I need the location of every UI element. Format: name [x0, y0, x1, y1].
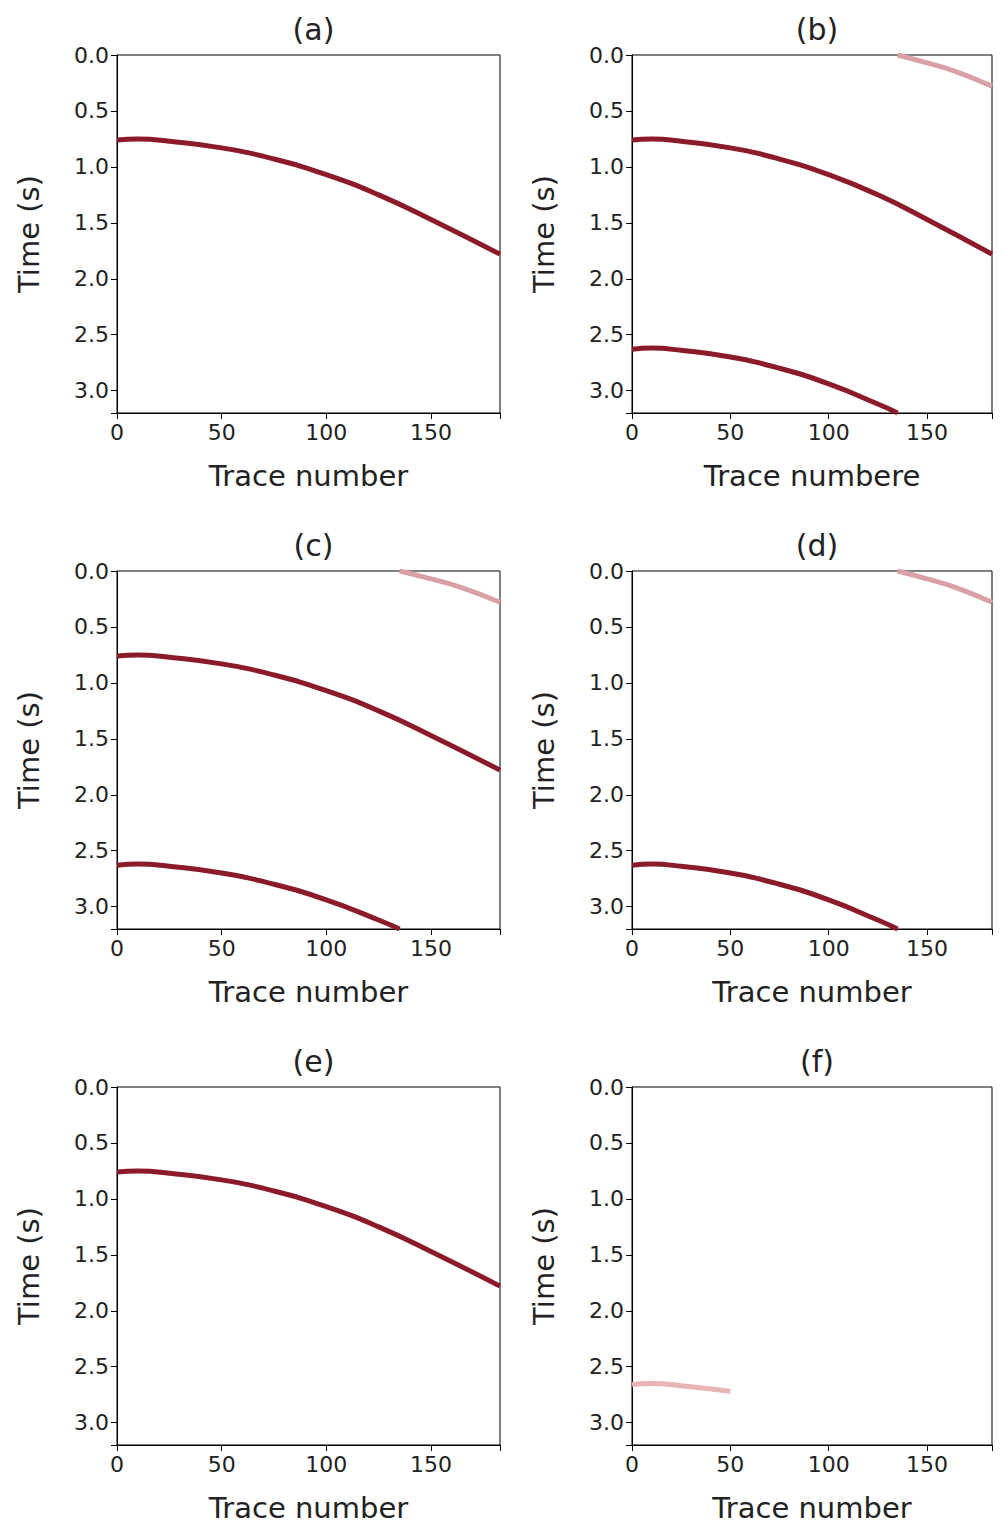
svg-text:1.5: 1.5	[589, 210, 624, 235]
svg-text:1.5: 1.5	[589, 726, 624, 751]
svg-text:2.5: 2.5	[74, 322, 109, 347]
svg-text:100: 100	[808, 420, 850, 445]
svg-text:3.0: 3.0	[74, 894, 109, 919]
svg-text:100: 100	[305, 936, 347, 961]
svg-text:Time (s): Time (s)	[12, 1207, 46, 1326]
svg-text:0.5: 0.5	[589, 1130, 624, 1155]
svg-text:0: 0	[110, 1452, 124, 1477]
svg-text:0.0: 0.0	[589, 43, 624, 68]
svg-text:0.5: 0.5	[74, 614, 109, 639]
svg-text:100: 100	[305, 1452, 347, 1477]
svg-text:3.0: 3.0	[74, 1410, 109, 1435]
svg-text:0.5: 0.5	[589, 614, 624, 639]
svg-text:2.0: 2.0	[74, 782, 109, 807]
svg-text:Time (s): Time (s)	[527, 175, 561, 294]
svg-text:0.0: 0.0	[589, 1075, 624, 1100]
svg-text:1.5: 1.5	[74, 210, 109, 235]
svg-text:0: 0	[110, 936, 124, 961]
svg-text:Time (s): Time (s)	[527, 691, 561, 810]
svg-text:2.0: 2.0	[589, 1298, 624, 1323]
svg-text:(f): (f)	[800, 1044, 834, 1079]
svg-text:0.0: 0.0	[74, 43, 109, 68]
svg-text:1.0: 1.0	[589, 154, 624, 179]
svg-text:2.0: 2.0	[74, 1298, 109, 1323]
svg-text:Trace number: Trace number	[208, 975, 408, 1009]
svg-text:(d): (d)	[796, 528, 838, 563]
svg-text:50: 50	[716, 936, 744, 961]
svg-text:3.0: 3.0	[589, 894, 624, 919]
svg-text:2.0: 2.0	[74, 266, 109, 291]
svg-text:2.5: 2.5	[589, 838, 624, 863]
svg-text:1.0: 1.0	[589, 670, 624, 695]
svg-text:150: 150	[906, 420, 948, 445]
svg-text:0: 0	[110, 420, 124, 445]
svg-text:Time (s): Time (s)	[12, 691, 46, 810]
svg-text:1.0: 1.0	[74, 1186, 109, 1211]
svg-text:2.0: 2.0	[589, 782, 624, 807]
svg-text:(b): (b)	[796, 12, 838, 47]
svg-text:(c): (c)	[294, 528, 334, 563]
svg-text:100: 100	[808, 1452, 850, 1477]
svg-text:(e): (e)	[293, 1044, 335, 1079]
svg-text:Trace number: Trace number	[208, 459, 408, 493]
svg-text:Trace number: Trace number	[208, 1491, 408, 1525]
svg-text:150: 150	[906, 1452, 948, 1477]
svg-text:Time (s): Time (s)	[12, 175, 46, 294]
svg-text:0: 0	[625, 1452, 639, 1477]
svg-text:1.0: 1.0	[74, 670, 109, 695]
svg-text:150: 150	[410, 1452, 452, 1477]
svg-text:1.5: 1.5	[589, 1242, 624, 1267]
svg-text:50: 50	[716, 420, 744, 445]
svg-text:1.5: 1.5	[74, 726, 109, 751]
svg-text:2.5: 2.5	[589, 322, 624, 347]
svg-text:Trace numbere: Trace numbere	[703, 459, 921, 493]
svg-text:100: 100	[808, 936, 850, 961]
svg-text:1.0: 1.0	[74, 154, 109, 179]
svg-text:50: 50	[208, 936, 236, 961]
svg-text:0.5: 0.5	[74, 1130, 109, 1155]
svg-text:0: 0	[625, 936, 639, 961]
svg-text:150: 150	[410, 936, 452, 961]
svg-text:0.5: 0.5	[589, 98, 624, 123]
svg-text:3.0: 3.0	[589, 1410, 624, 1435]
svg-text:Time (s): Time (s)	[527, 1207, 561, 1326]
svg-text:50: 50	[208, 420, 236, 445]
svg-text:Trace number: Trace number	[711, 975, 911, 1009]
svg-text:3.0: 3.0	[74, 378, 109, 403]
svg-text:0: 0	[625, 420, 639, 445]
svg-text:1.5: 1.5	[74, 1242, 109, 1267]
svg-text:2.5: 2.5	[74, 1354, 109, 1379]
svg-text:50: 50	[208, 1452, 236, 1477]
svg-text:0.0: 0.0	[74, 1075, 109, 1100]
svg-text:0.5: 0.5	[74, 98, 109, 123]
svg-text:0.0: 0.0	[589, 559, 624, 584]
svg-text:2.5: 2.5	[589, 1354, 624, 1379]
svg-text:0.0: 0.0	[74, 559, 109, 584]
svg-text:50: 50	[716, 1452, 744, 1477]
svg-text:2.0: 2.0	[589, 266, 624, 291]
svg-text:Trace number: Trace number	[711, 1491, 911, 1525]
svg-text:150: 150	[906, 936, 948, 961]
svg-text:150: 150	[410, 420, 452, 445]
svg-text:100: 100	[305, 420, 347, 445]
svg-text:1.0: 1.0	[589, 1186, 624, 1211]
svg-text:3.0: 3.0	[589, 378, 624, 403]
svg-text:(a): (a)	[293, 12, 335, 47]
svg-text:2.5: 2.5	[74, 838, 109, 863]
